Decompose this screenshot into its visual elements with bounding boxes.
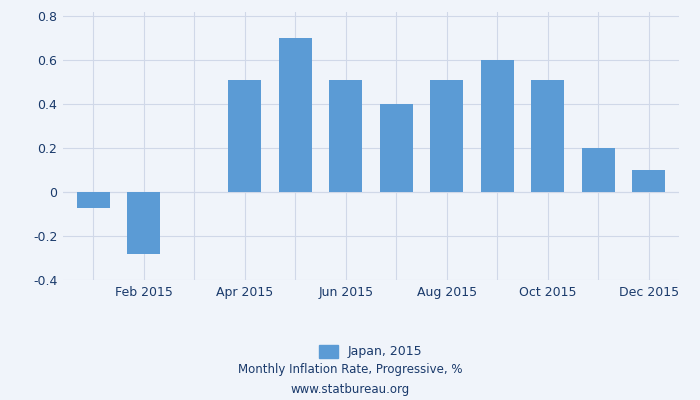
Bar: [430, 80, 463, 192]
Bar: [279, 38, 312, 192]
Bar: [228, 80, 261, 192]
Legend: Japan, 2015: Japan, 2015: [314, 340, 428, 364]
Text: Monthly Inflation Rate, Progressive, %: Monthly Inflation Rate, Progressive, %: [238, 364, 462, 376]
Bar: [380, 104, 413, 192]
Bar: [531, 80, 564, 192]
Bar: [481, 60, 514, 192]
Bar: [77, 192, 110, 208]
Bar: [582, 148, 615, 192]
Bar: [632, 170, 665, 192]
Bar: [127, 192, 160, 254]
Bar: [329, 80, 362, 192]
Text: www.statbureau.org: www.statbureau.org: [290, 384, 410, 396]
